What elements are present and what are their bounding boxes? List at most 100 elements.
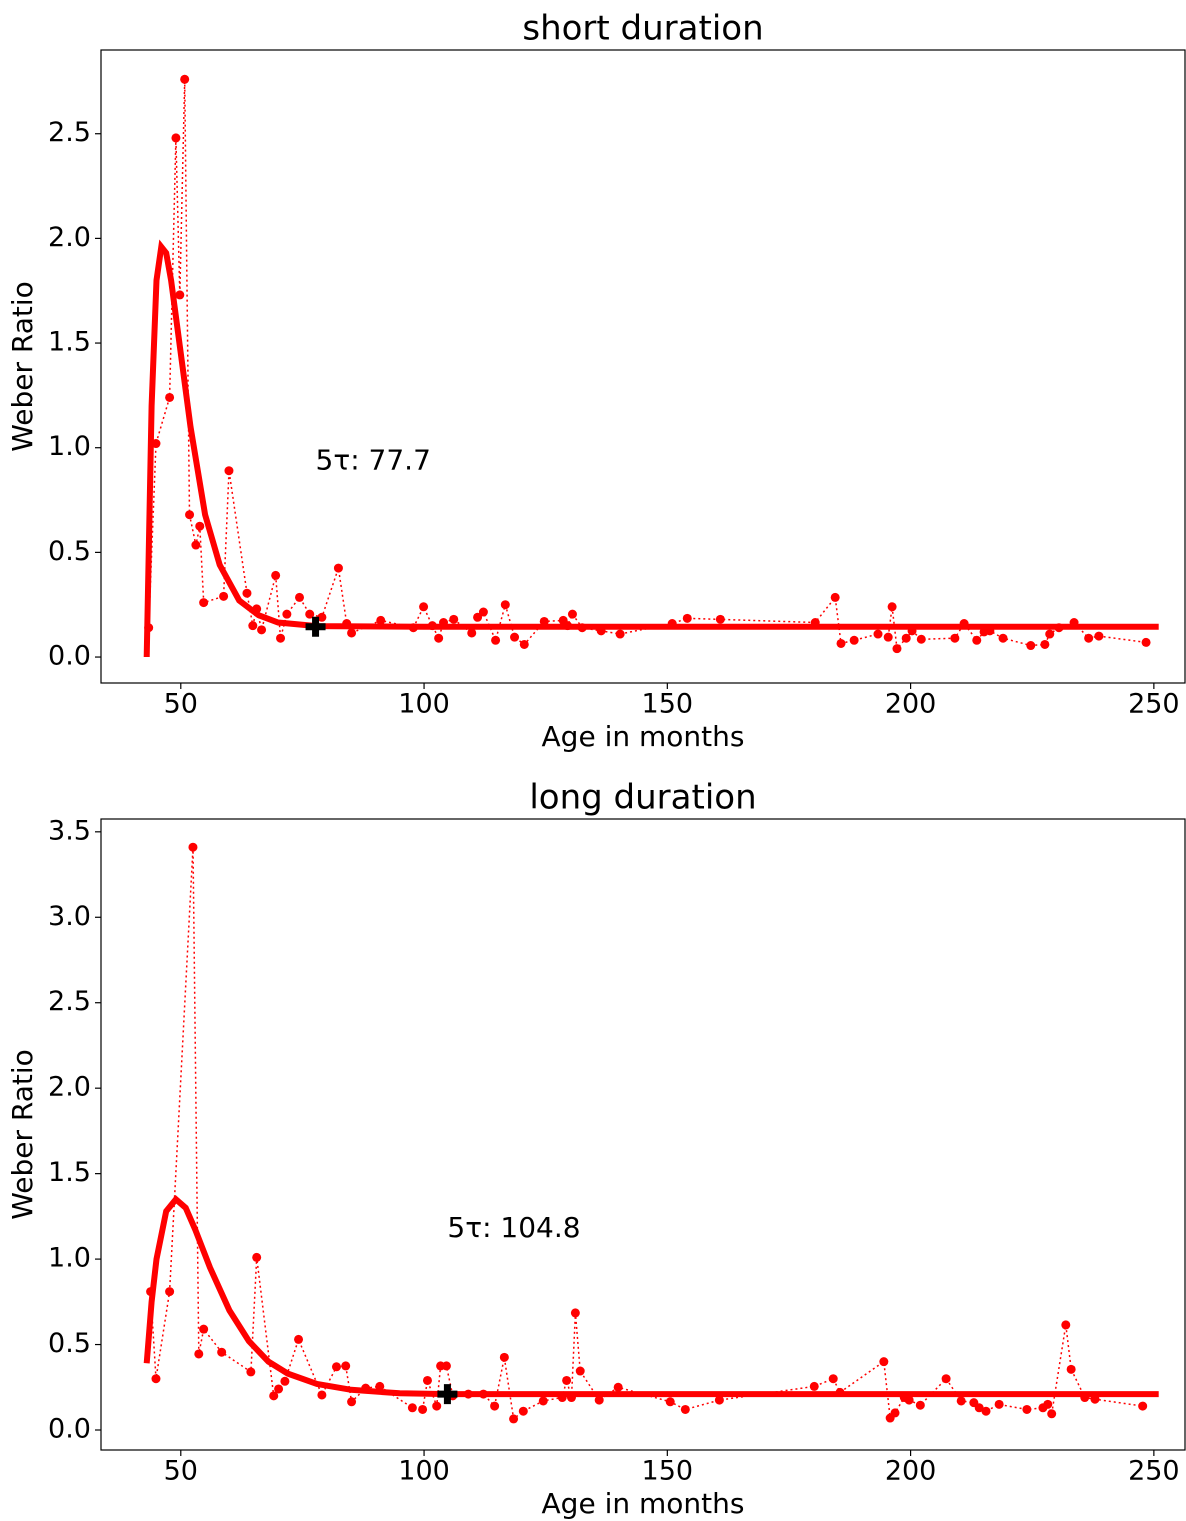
data-point [1026,641,1036,651]
chart-title: short duration [522,9,763,49]
data-point [217,1347,227,1357]
data-point [151,1374,161,1384]
chart-title: long duration [529,778,756,818]
data-point [883,632,893,642]
x-tick-label: 150 [642,1456,694,1487]
y-tick-label: 3.0 [48,901,91,932]
data-point [331,1362,341,1372]
data-point [441,1361,451,1371]
data-point [974,1403,984,1413]
data-point [575,1366,585,1376]
tau-marker [437,1384,458,1405]
data-point [809,1381,819,1391]
data-point [180,74,190,84]
data-point [276,633,286,643]
y-tick-label: 2.0 [48,222,91,253]
data-point [1066,1364,1076,1374]
data-point [682,613,692,623]
data-point [185,510,195,520]
data-point [499,1352,509,1362]
data-point [165,392,175,402]
data-point [473,612,483,622]
y-tick-label: 3.5 [48,815,91,846]
x-tick-label: 200 [885,689,937,720]
x-tick-label: 200 [885,1456,937,1487]
data-point [219,591,229,601]
data-point [252,1252,262,1262]
data-point [295,592,305,602]
data-point [341,1361,351,1371]
data-point [901,633,911,643]
data-point [879,1357,889,1367]
data-point [407,1403,417,1413]
data-point [467,628,477,638]
y-tick-label: 0.5 [48,536,91,567]
data-point [449,614,459,624]
data-point [199,598,209,608]
data-point [1047,1409,1057,1419]
data-point [1045,629,1055,639]
data-point [224,466,234,476]
x-tick-label: 100 [398,689,450,720]
x-tick-label: 150 [642,689,694,720]
data-point [305,609,315,619]
data-point [714,1395,724,1405]
y-tick-label: 0.0 [48,1414,91,1445]
x-tick-label: 100 [398,1456,450,1487]
data-point [246,1367,256,1377]
data-point [282,609,292,619]
data-point [828,1374,838,1384]
data-point [376,615,386,625]
x-axis-label: Age in months [542,720,745,753]
data-point [434,633,444,643]
data-point [994,1399,1004,1409]
data-point [188,842,198,852]
data-point [538,1396,548,1406]
data-point [500,600,510,610]
data-point [836,638,846,648]
annotation: 5τ: 104.8 [447,1211,580,1244]
data-point [257,625,267,635]
data-point [294,1334,304,1344]
data-point [171,133,181,143]
plot-frame [100,818,1186,1451]
data-point [1141,637,1151,647]
data-point [887,602,897,612]
y-tick-label: 2.0 [48,1072,91,1103]
y-tick-label: 1.5 [48,1157,91,1188]
data-line [149,847,1143,1421]
data-point [280,1376,290,1386]
y-tick-label: 1.0 [48,1243,91,1274]
data-point [972,635,982,645]
data-point [191,540,201,550]
data-point [1022,1404,1032,1414]
data-point [518,1406,528,1416]
data-point [422,1375,432,1385]
data-point [680,1404,690,1414]
annotation: 5τ: 77.7 [316,443,431,476]
data-point [1043,1399,1053,1409]
y-tick-label: 0.5 [48,1328,91,1359]
data-point [490,1401,500,1411]
data-point [665,1397,675,1407]
data-point [510,632,520,642]
x-tick-label: 50 [164,1456,198,1487]
x-axis-label: Age in months [542,1487,745,1520]
data-point [1040,639,1050,649]
y-tick-label: 1.0 [48,431,91,462]
data-point [269,1391,279,1401]
data-point [375,1381,385,1391]
data-point [432,1401,442,1411]
x-tick-label: 250 [1128,689,1180,720]
data-point [242,588,252,598]
data-point [956,1396,966,1406]
data-point [248,621,258,631]
data-point [873,629,883,639]
data-point [194,1349,204,1359]
data-point [904,1395,914,1405]
data-point [916,634,926,644]
y-tick-label: 2.5 [48,986,91,1017]
fit-curve [143,1195,1159,1398]
